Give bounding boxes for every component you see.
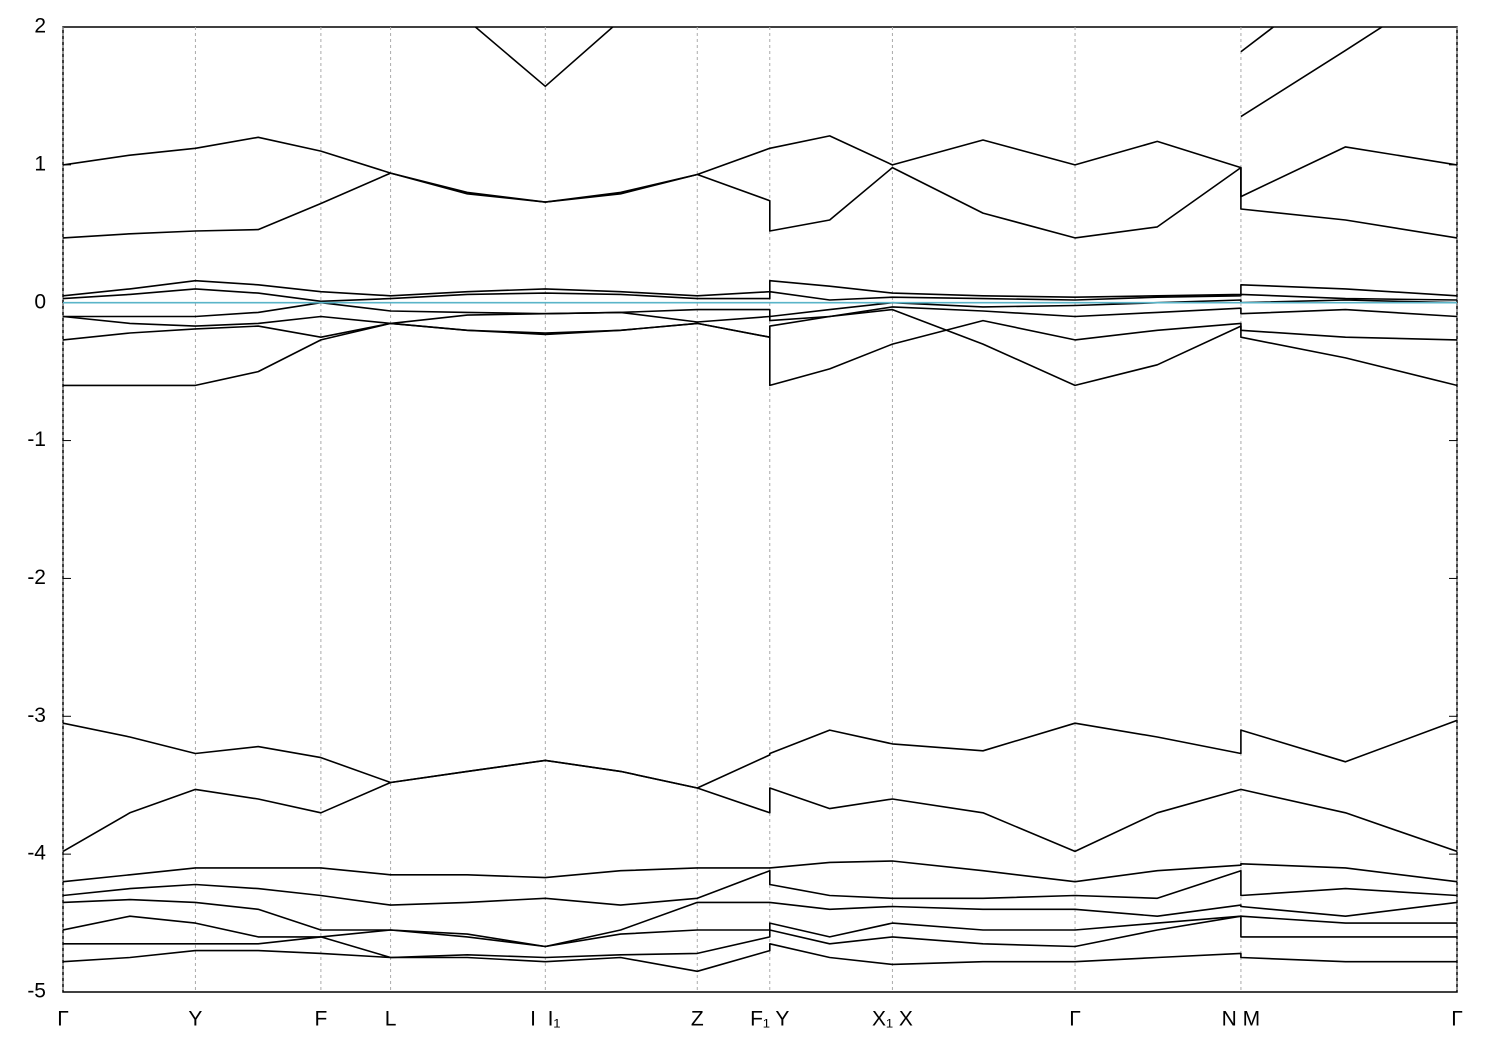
y-tick-label: -5 [27,980,46,1003]
band-line [474,27,1384,118]
x-tick-label: I I₁ [530,1008,560,1031]
band-line [63,135,1457,203]
x-tick-label: F [314,1008,327,1031]
band-line [63,288,1457,303]
band-line [63,166,1457,239]
y-tick-label: -3 [27,704,46,727]
band-line [63,306,1457,327]
band-line [63,319,1457,387]
x-tick-label: Γ [57,1008,69,1031]
plot-frame [62,26,1458,993]
x-tick-label: L [385,1008,397,1031]
labels: -5 -4 -3 -2 -1 0 1 2 Γ Y F L I I₁ Z F₁ Y X₁ X Γ N M Γ [27,15,1462,1031]
band-line [63,860,1457,883]
band-line [1240,27,1275,53]
x-tick-label: N M [1222,1008,1261,1031]
grid [62,26,1458,993]
band-line [63,299,1457,318]
x-tick-label: F₁ Y [750,1008,789,1031]
y-tick-label: -1 [27,428,46,451]
band-line [63,898,1457,948]
y-tick-label: -4 [27,842,46,865]
band-line [63,915,1457,948]
band-line [63,915,1457,959]
band-line [63,943,1457,973]
y-tick-label: -2 [27,566,46,589]
y-tick-label: 1 [34,152,46,175]
y-tick-label: 2 [34,15,46,38]
bands [63,27,1457,973]
x-tick-label: Γ [1451,1008,1463,1031]
x-tick-label: Γ [1069,1008,1081,1031]
band-line [63,308,1457,387]
x-tick-label: X₁ X [872,1008,913,1031]
band-line [63,719,1457,789]
x-tick-label: Y [188,1008,202,1031]
y-tick-label: 0 [34,290,46,313]
band-line [63,869,1457,906]
band-line [63,759,1457,853]
x-tick-label: Z [691,1008,704,1031]
